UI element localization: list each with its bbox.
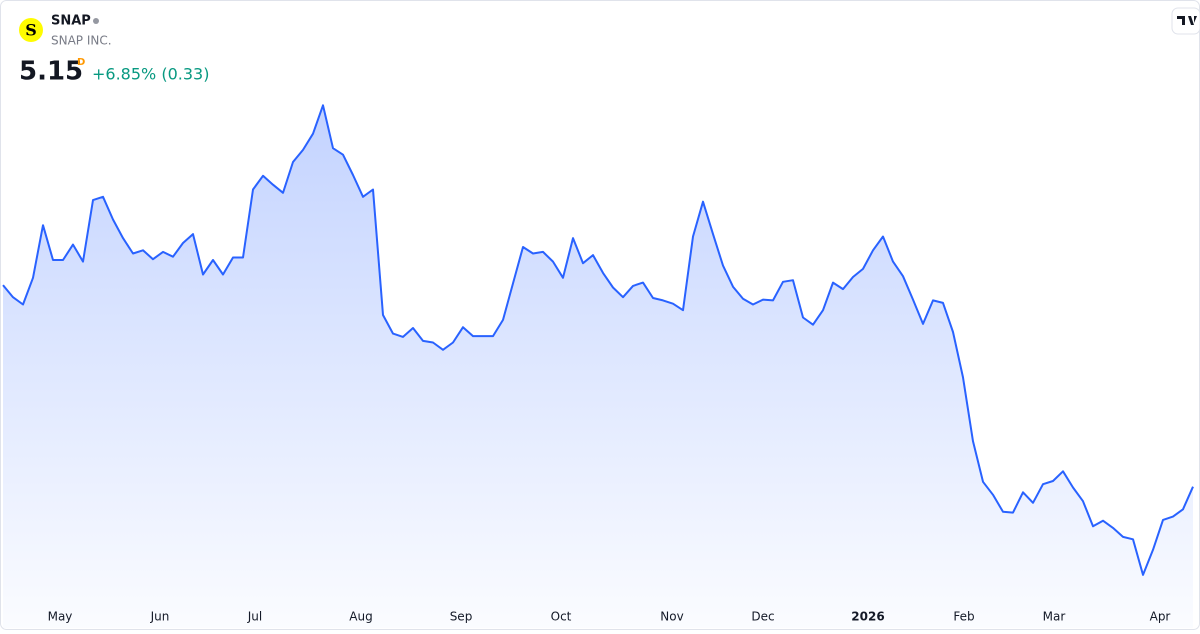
- interval: D: [77, 57, 85, 68]
- logo-glyph[interactable]: [1177, 16, 1197, 25]
- logo-letter: S: [25, 21, 37, 40]
- area-fill: [3, 105, 1193, 629]
- status-dot: [93, 18, 99, 24]
- symbol: SNAP: [51, 14, 91, 29]
- logo: [19, 18, 43, 42]
- logo-box[interactable]: [1171, 7, 1200, 35]
- price-line: [2, 104, 1194, 576]
- company-name: SNAP INC.: [51, 34, 112, 48]
- plot-area: MayJunJulAugSepOctNovDec2026FebMarApr: [2, 104, 1194, 629]
- price: 5.15: [19, 57, 83, 87]
- change: +6.85% (0.33): [92, 65, 209, 84]
- tradingview-logo[interactable]: [1171, 7, 1200, 35]
